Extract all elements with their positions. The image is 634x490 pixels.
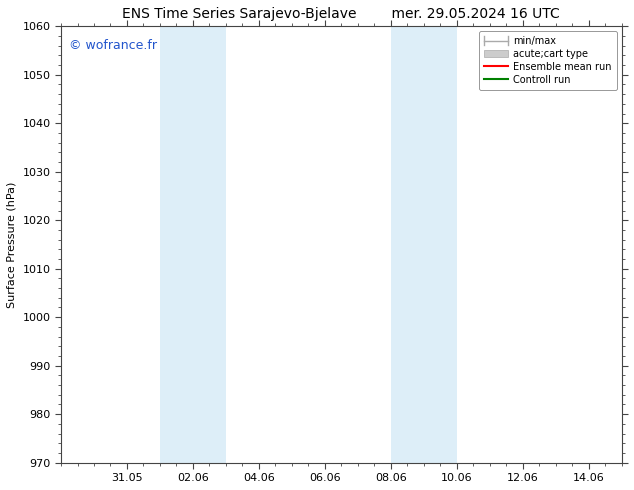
Bar xyxy=(391,26,456,463)
Title: ENS Time Series Sarajevo-Bjelave        mer. 29.05.2024 16 UTC: ENS Time Series Sarajevo-Bjelave mer. 29… xyxy=(122,7,560,21)
Y-axis label: Surface Pressure (hPa): Surface Pressure (hPa) xyxy=(7,181,17,308)
Bar xyxy=(160,26,226,463)
Text: © wofrance.fr: © wofrance.fr xyxy=(70,39,157,52)
Legend: min/max, acute;cart type, Ensemble mean run, Controll run: min/max, acute;cart type, Ensemble mean … xyxy=(479,31,617,90)
